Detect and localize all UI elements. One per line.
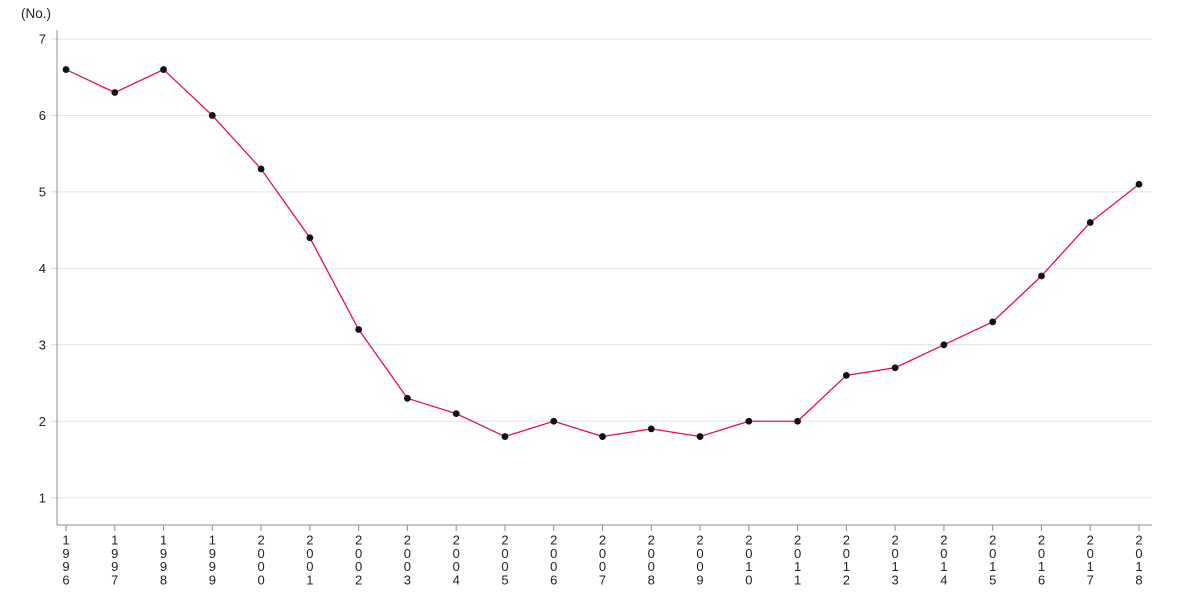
y-tick-label: 7 (39, 32, 46, 47)
data-point-marker (306, 234, 314, 242)
data-point-marker (62, 66, 70, 73)
y-tick-label: 2 (39, 414, 46, 429)
y-tick-label: 3 (39, 337, 46, 352)
y-tick-label: 5 (39, 185, 46, 200)
y-tick-label: 4 (39, 261, 46, 276)
data-point-marker (1038, 272, 1045, 280)
data-point-marker (501, 433, 509, 440)
y-tick-label: 6 (39, 108, 46, 123)
data-line (65, 68, 1140, 438)
data-point-marker (647, 425, 655, 433)
data-point-marker (842, 371, 850, 379)
data-point-marker (1086, 219, 1094, 226)
data-point-marker (355, 326, 363, 333)
data-point-marker (599, 433, 606, 440)
data-point-marker (940, 341, 948, 349)
data-point-marker (550, 417, 558, 425)
data-point-marker (989, 318, 997, 326)
data-point-marker (1135, 180, 1143, 188)
data-point-marker (696, 433, 704, 440)
data-point-marker (452, 410, 460, 418)
data-point-marker (794, 417, 801, 425)
data-point-marker (111, 89, 119, 96)
data-point-marker (745, 417, 753, 425)
data-point-marker (208, 112, 216, 119)
y-axis-unit-label: (No.) (21, 6, 51, 21)
data-point-marker (404, 394, 411, 402)
data-point-marker (160, 66, 167, 73)
y-tick-label: 1 (39, 490, 46, 505)
data-point-marker (257, 165, 265, 173)
data-point-marker (891, 364, 899, 372)
